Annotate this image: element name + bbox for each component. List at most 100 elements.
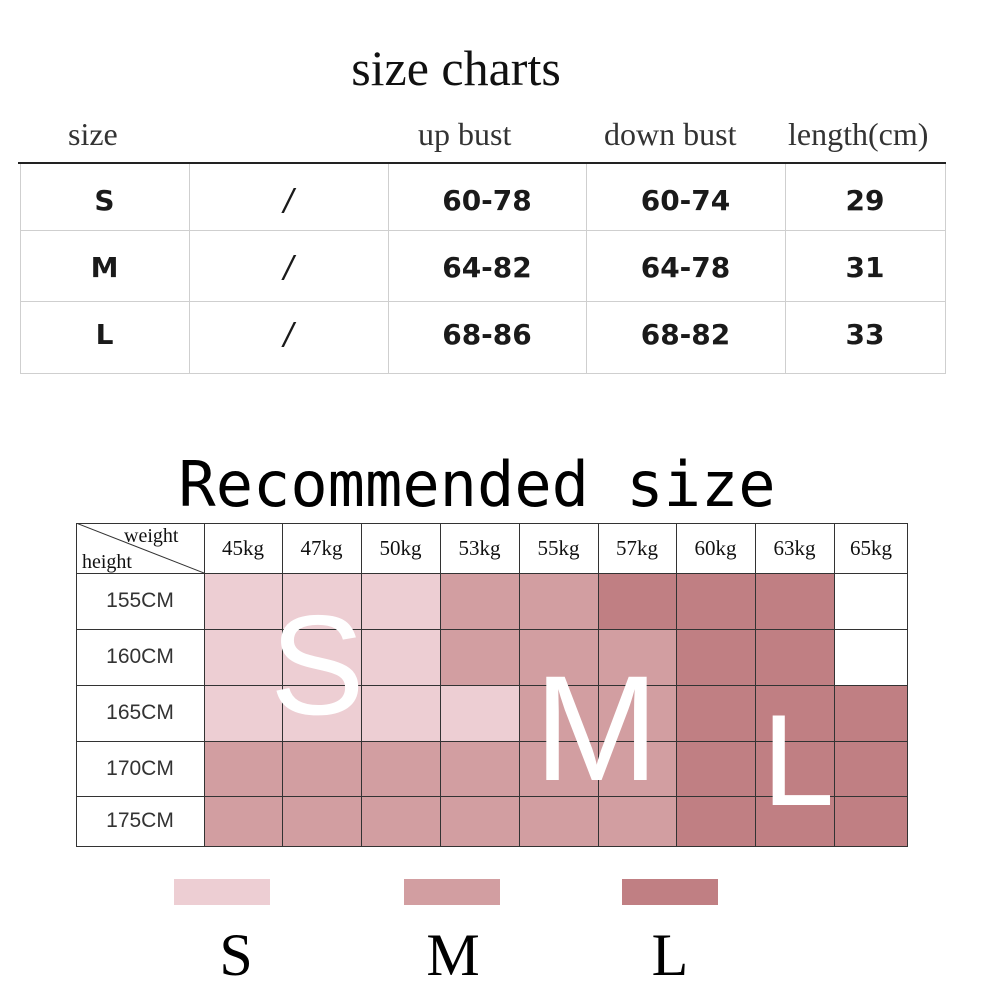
grid-cell bbox=[204, 796, 282, 846]
height-header: 160CM bbox=[106, 645, 174, 668]
recommended-size-grid: weight height 45kg 47kg 50kg 53kg 55kg 57kg 60… bbox=[76, 523, 908, 847]
table-border bbox=[945, 164, 946, 374]
grid-cell bbox=[598, 629, 676, 685]
grid-cell bbox=[755, 685, 834, 741]
legend-swatch-m bbox=[404, 879, 500, 905]
header-down-bust: down bust bbox=[604, 116, 737, 152]
corner-height-label: height bbox=[82, 551, 132, 573]
row-l-up-bust: 68-86 bbox=[442, 318, 532, 351]
weight-header: 53kg bbox=[458, 536, 501, 560]
height-header: 165CM bbox=[106, 701, 174, 724]
grid-cell bbox=[519, 629, 598, 685]
grid-cell bbox=[440, 629, 519, 685]
corner-weight-label: weight bbox=[124, 525, 179, 547]
table-divider bbox=[388, 164, 389, 374]
row-m-up-bust: 64-82 bbox=[442, 251, 532, 284]
height-header: 170CM bbox=[106, 757, 174, 780]
grid-cell bbox=[361, 741, 440, 796]
table-divider bbox=[20, 301, 946, 302]
weight-header: 45kg bbox=[222, 536, 264, 560]
row-l-down-bust: 68-82 bbox=[640, 318, 731, 351]
grid-cell bbox=[676, 796, 755, 846]
row-m-length: 31 bbox=[845, 251, 885, 284]
weight-header: 47kg bbox=[300, 536, 343, 560]
grid-line bbox=[76, 629, 908, 630]
grid-cell bbox=[282, 573, 361, 629]
recommended-size-title: Recommended size bbox=[178, 448, 776, 521]
grid-cell bbox=[282, 796, 361, 846]
table-divider bbox=[20, 230, 946, 231]
grid-cell bbox=[834, 741, 908, 796]
grid-cell bbox=[282, 629, 361, 685]
weight-header: 60kg bbox=[694, 536, 737, 560]
grid-cell bbox=[676, 629, 755, 685]
height-header: 155CM bbox=[106, 589, 174, 612]
grid-cell bbox=[440, 685, 519, 741]
grid-cell bbox=[282, 685, 361, 741]
weight-header: 65kg bbox=[850, 536, 892, 560]
grid-cell bbox=[519, 685, 598, 741]
grid-cell bbox=[361, 629, 440, 685]
header-up-bust: up bust bbox=[418, 116, 512, 152]
grid-cell bbox=[755, 796, 834, 846]
row-m-size: M bbox=[90, 251, 119, 284]
row-s-size: S bbox=[94, 184, 115, 217]
grid-cell bbox=[676, 573, 755, 629]
grid-cell bbox=[361, 685, 440, 741]
weight-header: 57kg bbox=[616, 536, 658, 560]
grid-cell bbox=[519, 796, 598, 846]
grid-cell bbox=[676, 741, 755, 796]
grid-cell bbox=[755, 741, 834, 796]
grid-cell bbox=[440, 741, 519, 796]
grid-cell bbox=[834, 796, 908, 846]
legend-swatch-s bbox=[174, 879, 270, 905]
size-chart-header: size up bust down bust length(cm) bbox=[18, 112, 946, 162]
grid-line bbox=[76, 523, 908, 524]
grid-cell bbox=[204, 573, 282, 629]
header-length: length(cm) bbox=[788, 116, 929, 152]
table-border bbox=[20, 164, 21, 374]
row-s-length: 29 bbox=[845, 184, 885, 217]
grid-line bbox=[76, 685, 908, 686]
row-m-blank: / bbox=[283, 250, 294, 285]
row-s-blank: / bbox=[283, 183, 294, 218]
header-size: size bbox=[68, 116, 118, 152]
table-divider bbox=[586, 164, 587, 374]
overlay-letter-m: M bbox=[534, 644, 659, 812]
legend-label-m: M bbox=[426, 922, 480, 988]
grid-cell bbox=[204, 685, 282, 741]
grid-line bbox=[76, 846, 908, 847]
grid-cell bbox=[519, 741, 598, 796]
overlay-letter-l: L bbox=[762, 687, 835, 833]
row-s-up-bust: 60-78 bbox=[442, 184, 532, 217]
row-l-size: L bbox=[95, 318, 114, 351]
grid-cell bbox=[519, 573, 598, 629]
table-border bbox=[20, 373, 946, 374]
grid-cell bbox=[755, 573, 834, 629]
grid-cell bbox=[834, 629, 908, 685]
weight-header: 63kg bbox=[773, 536, 816, 560]
corner-diagonal bbox=[76, 523, 204, 573]
grid-cell bbox=[834, 573, 908, 629]
legend-label-s: S bbox=[219, 922, 253, 988]
grid-cell bbox=[361, 573, 440, 629]
table-divider bbox=[189, 164, 190, 374]
grid-cell bbox=[204, 629, 282, 685]
grid-line bbox=[76, 741, 908, 742]
size-chart-title: size charts bbox=[351, 40, 561, 96]
grid-cell bbox=[598, 796, 676, 846]
grid-cell bbox=[755, 629, 834, 685]
grid-cell bbox=[440, 573, 519, 629]
grid-cell bbox=[361, 796, 440, 846]
row-l-length: 33 bbox=[845, 318, 885, 351]
header-divider bbox=[18, 162, 946, 164]
legend-label-l: L bbox=[651, 922, 689, 988]
grid-line bbox=[76, 796, 908, 797]
grid-cell bbox=[598, 573, 676, 629]
size-chart-table: S / 60-78 60-74 29 M / 64-82 64-78 31 L … bbox=[20, 164, 946, 374]
row-s-down-bust: 60-74 bbox=[640, 184, 731, 217]
grid-cell bbox=[834, 685, 908, 741]
grid-cell bbox=[204, 741, 282, 796]
row-m-down-bust: 64-78 bbox=[640, 251, 731, 284]
row-l-blank: / bbox=[283, 317, 294, 352]
